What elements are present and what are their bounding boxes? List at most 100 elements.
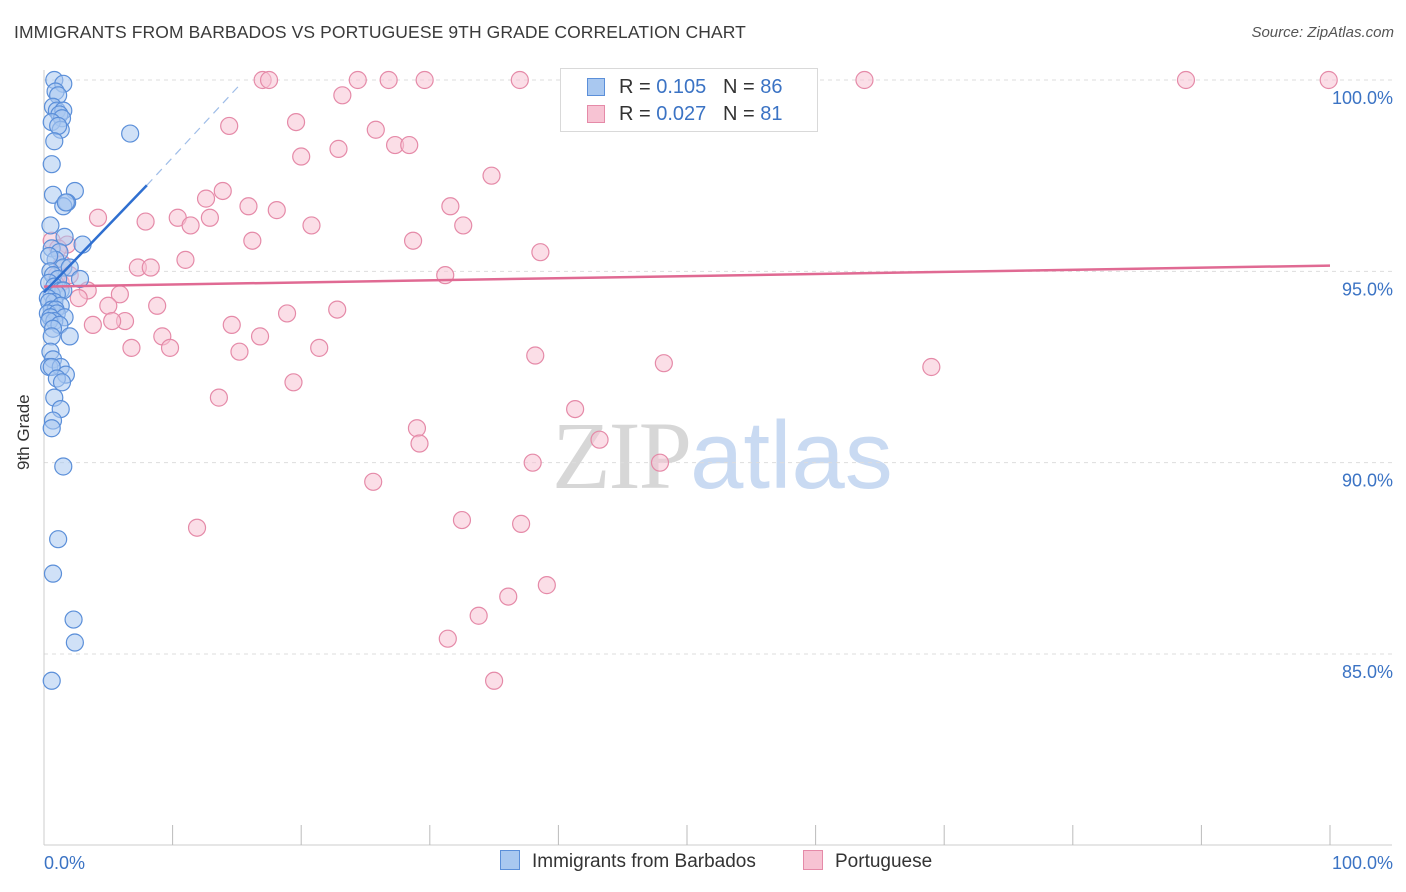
trend-line-portuguese xyxy=(43,264,1331,288)
portuguese-point-20 xyxy=(239,197,258,216)
portuguese-point-10 xyxy=(286,112,306,132)
portuguese-point-4 xyxy=(415,70,434,90)
portuguese-point-28 xyxy=(302,216,321,235)
barbados-point-13 xyxy=(121,124,140,143)
portuguese-point-41 xyxy=(69,289,88,308)
barbados-point-20 xyxy=(41,216,60,235)
portuguese-point-2 xyxy=(348,70,367,90)
portuguese-point-58 xyxy=(922,357,941,377)
legend-text-barbados: R = 0.105 N = 86 xyxy=(619,76,782,99)
barbados-point-72 xyxy=(42,671,61,690)
portuguese-point-18 xyxy=(213,181,232,201)
legend-n-value: 81 xyxy=(760,102,783,125)
portuguese-point-59 xyxy=(284,373,303,392)
portuguese-point-30 xyxy=(243,231,262,250)
barbados-point-62 xyxy=(52,373,72,392)
barbados-point-32 xyxy=(70,269,90,289)
watermark-zip: ZIP xyxy=(552,402,692,509)
legend-n-label: N = xyxy=(722,102,761,125)
portuguese-point-54 xyxy=(122,338,141,357)
portuguese-point-57 xyxy=(654,354,673,373)
portuguese-point-43 xyxy=(99,296,118,315)
portuguese-point-6 xyxy=(855,70,874,90)
y-axis-label: 9th Grade xyxy=(14,394,33,470)
source-label: Source: ZipAtlas.com xyxy=(1251,24,1394,41)
barbados-point-14 xyxy=(42,155,61,174)
barbados-point-69 xyxy=(43,564,63,583)
portuguese-point-34 xyxy=(176,250,195,269)
portuguese-point-17 xyxy=(482,166,501,185)
barbados-point-53 xyxy=(60,327,79,346)
legend-n-label: N = xyxy=(722,75,761,98)
portuguese-point-53 xyxy=(310,338,329,357)
portuguese-point-7 xyxy=(1176,70,1196,90)
portuguese-point-48 xyxy=(83,315,102,335)
portuguese-point-5 xyxy=(510,70,529,90)
y-tick-label-100: 100.0% xyxy=(1332,88,1393,108)
portuguese-point-31 xyxy=(403,231,423,250)
portuguese-point-64 xyxy=(590,430,609,449)
barbados-point-68 xyxy=(49,530,68,549)
portuguese-point-1 xyxy=(259,70,279,90)
portuguese-point-65 xyxy=(523,453,542,472)
barbados-point-19 xyxy=(56,193,75,212)
portuguese-point-67 xyxy=(364,472,383,491)
portuguese-point-44 xyxy=(328,300,347,319)
bottom-legend-swatch-pink xyxy=(803,850,823,870)
portuguese-point-23 xyxy=(88,208,108,227)
trend-line-barbados xyxy=(43,184,148,294)
portuguese-point-55 xyxy=(230,342,249,361)
portuguese-point-27 xyxy=(181,216,200,235)
portuguese-point-63 xyxy=(410,434,429,453)
portuguese-point-71 xyxy=(537,576,556,595)
x-tick-label-max: 100.0% xyxy=(1332,853,1393,873)
series-portuguese-points xyxy=(42,70,1338,690)
bottom-legend-portuguese[interactable]: Portuguese xyxy=(803,850,932,873)
barbados-point-67 xyxy=(54,457,73,476)
tick-labels: 100.0% 95.0% 90.0% 85.0% 0.0% 100.0% xyxy=(44,88,1393,873)
axes xyxy=(43,70,1392,846)
y-tick-label-90: 90.0% xyxy=(1342,471,1393,491)
trend-lines xyxy=(43,83,1331,294)
barbados-point-12 xyxy=(45,132,64,151)
portuguese-point-9 xyxy=(333,86,352,105)
portuguese-point-16 xyxy=(292,147,311,166)
legend-r-value: 0.105 xyxy=(656,75,707,98)
portuguese-point-73 xyxy=(469,606,488,625)
portuguese-point-62 xyxy=(407,419,427,438)
portuguese-point-26 xyxy=(136,212,155,231)
y-tick-label-85: 85.0% xyxy=(1342,662,1393,682)
portuguese-point-74 xyxy=(438,629,457,648)
portuguese-point-69 xyxy=(512,514,531,533)
portuguese-point-8 xyxy=(1319,70,1338,90)
barbados-point-70 xyxy=(64,610,83,629)
watermark-atlas: atlas xyxy=(690,402,893,509)
portuguese-point-3 xyxy=(379,70,398,90)
bottom-legend-label-portuguese: Portuguese xyxy=(835,851,933,872)
portuguese-point-49 xyxy=(222,315,241,335)
bottom-legend-barbados[interactable]: Immigrants from Barbados xyxy=(500,850,756,873)
portuguese-point-66 xyxy=(650,453,670,472)
portuguese-point-75 xyxy=(485,671,504,690)
portuguese-point-51 xyxy=(250,327,270,346)
legend-text-portuguese: R = 0.027 N = 81 xyxy=(619,103,782,126)
portuguese-point-21 xyxy=(267,201,286,220)
legend-r-label: R = xyxy=(619,102,657,125)
portuguese-point-25 xyxy=(200,208,219,227)
trend-line-barbados-extension xyxy=(146,83,242,186)
chart-title: IMMIGRANTS FROM BARBADOS VS PORTUGUESE 9… xyxy=(14,22,746,42)
portuguese-point-19 xyxy=(196,189,216,208)
portuguese-point-15 xyxy=(329,139,348,158)
portuguese-point-14 xyxy=(400,135,419,155)
portuguese-point-68 xyxy=(452,510,472,530)
portuguese-point-60 xyxy=(209,388,228,407)
barbados-point-11 xyxy=(49,116,68,136)
legend-swatch-blue xyxy=(587,78,605,96)
legend-r-value: 0.027 xyxy=(656,102,707,125)
portuguese-point-61 xyxy=(566,399,585,419)
watermark: ZIPatlas xyxy=(552,400,893,511)
x-tick-label-min: 0.0% xyxy=(44,853,85,873)
portuguese-point-47 xyxy=(103,311,122,331)
portuguese-point-70 xyxy=(187,518,207,537)
